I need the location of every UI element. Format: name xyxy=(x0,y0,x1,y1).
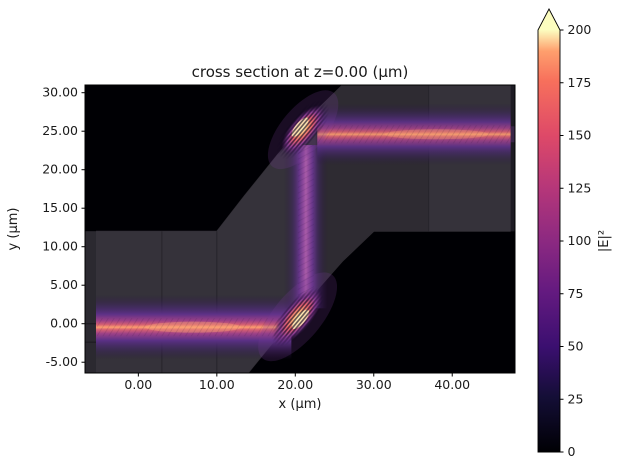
colorbar-tick-label: 100 xyxy=(568,233,592,248)
y-tick-label: 15.00 xyxy=(42,200,78,215)
colorbar-tick-label: 150 xyxy=(568,128,592,143)
y-axis-label: y (μm) xyxy=(6,208,21,251)
x-tick-label: 20.00 xyxy=(277,377,313,392)
plot-title: cross section at z=0.00 (μm) xyxy=(192,63,409,81)
pml-right xyxy=(510,231,515,373)
colorbar-outline xyxy=(537,8,561,453)
y-tick-label: 30.00 xyxy=(42,85,78,100)
colorbar: 0 25 50 75 100 125 150 175 200 xyxy=(537,8,592,459)
colorbar-tick-label: 200 xyxy=(568,22,592,37)
y-tick-label: 20.00 xyxy=(42,162,78,177)
plot-frame xyxy=(84,84,516,374)
colorbar-label: |E|² xyxy=(597,230,612,252)
colorbar-tick-label: 25 xyxy=(568,391,584,406)
colorbar-tick-label: 75 xyxy=(568,286,584,301)
y-tick-label: -5.00 xyxy=(46,354,78,369)
pml-left xyxy=(85,231,96,373)
colorbar-gradient xyxy=(538,30,560,452)
y-axis-ticks: -5.00 0.00 5.00 10.00 15.00 20.00 25.00 30.00 xyxy=(42,85,85,369)
y-tick-label: 10.00 xyxy=(42,239,78,254)
y-tick-label: 5.00 xyxy=(50,277,78,292)
y-tick-label: 0.00 xyxy=(50,316,78,331)
input-beam-texture xyxy=(96,318,292,337)
colorbar-tick-label: 50 xyxy=(568,339,584,354)
x-tick-label: 40.00 xyxy=(434,377,470,392)
pml-right-top xyxy=(510,85,515,232)
pml-left-top xyxy=(85,85,96,232)
colorbar-extend-arrow xyxy=(538,9,560,30)
y-tick-label: 25.00 xyxy=(42,123,78,138)
vertical-beam-texture xyxy=(297,145,314,309)
upper-bounce xyxy=(267,90,339,170)
interference-fringes xyxy=(269,93,337,166)
x-tick-label: 10.00 xyxy=(199,377,235,392)
colorbar-tick-label: 0 xyxy=(568,444,576,459)
x-tick-label: 0.00 xyxy=(124,377,152,392)
x-tick-label: 30.00 xyxy=(356,377,392,392)
heatmap-area xyxy=(85,85,515,373)
x-axis-label: x (μm) xyxy=(279,397,322,412)
pml-right-beam-glow xyxy=(510,126,515,143)
colorbar-tick-label: 125 xyxy=(568,180,592,195)
output-beam-texture xyxy=(317,125,515,144)
x-axis-ticks: 0.00 10.00 20.00 30.00 40.00 xyxy=(124,373,470,392)
colorbar-tick-label: 175 xyxy=(568,75,592,90)
